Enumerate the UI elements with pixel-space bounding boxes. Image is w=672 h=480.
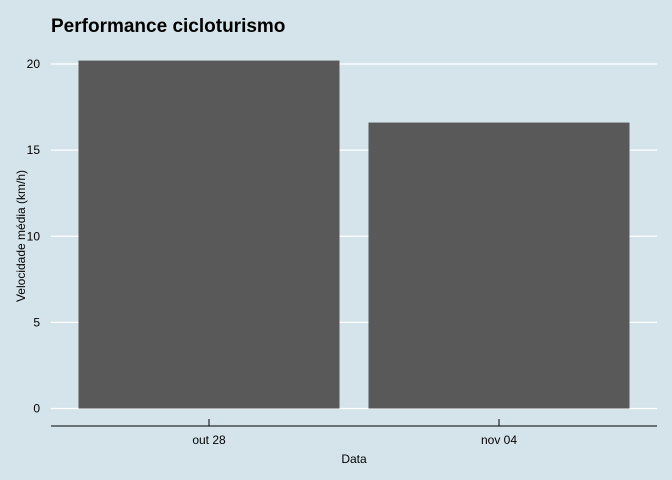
bars	[78, 60, 630, 409]
y-tick-label: 10	[27, 229, 41, 243]
x-tick-label: nov 04	[481, 433, 517, 447]
y-tick-label: 15	[27, 143, 41, 157]
y-axis-label: Velocidade média (km/h)	[14, 170, 28, 302]
x-tick-label: out 28	[192, 433, 226, 447]
y-tick-label: 5	[33, 315, 40, 329]
x-axis-label: Data	[341, 452, 367, 466]
bar-out-28	[78, 60, 340, 409]
y-tick-label: 0	[33, 402, 40, 416]
bar-nov-04	[368, 122, 630, 409]
chart-title: Performance cicloturismo	[51, 16, 285, 37]
y-tick-label: 20	[27, 57, 41, 71]
x-axis-ticks: out 28 nov 04	[192, 419, 517, 447]
y-axis-ticks: 0 5 10 15 20	[27, 57, 41, 416]
